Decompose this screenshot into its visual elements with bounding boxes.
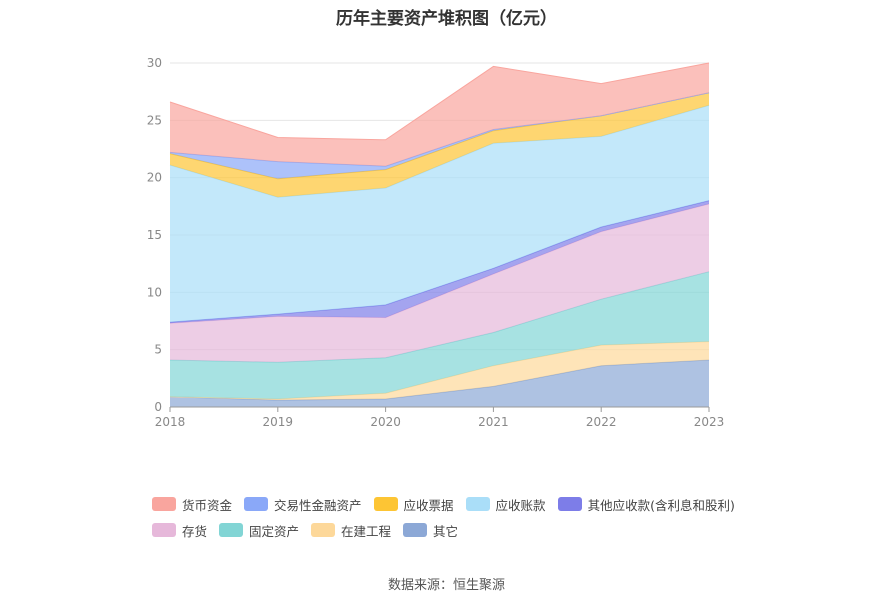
area-series-2[interactable] [170, 271, 709, 399]
x-tick-label: 2018 [155, 415, 186, 429]
legend-label: 在建工程 [341, 523, 392, 539]
x-tick-label: 2022 [586, 415, 617, 429]
x-tick-label: 2023 [694, 415, 725, 429]
legend-swatch [152, 523, 176, 537]
x-tick-label: 2021 [478, 415, 509, 429]
legend-swatch [557, 497, 582, 511]
y-tick-label: 0 [154, 400, 162, 414]
legend-swatch [244, 497, 269, 511]
y-tick-label: 10 [147, 285, 162, 299]
legend-swatch [152, 497, 176, 511]
y-tick-label: 20 [147, 171, 162, 185]
stacked-area-chart: 0 5 10 15 20 25 30 2018 2019 2020 2021 2022 2023 [147, 56, 725, 429]
legend-swatch [219, 523, 244, 537]
legend-label: 应收票据 [403, 497, 454, 513]
legend-label: 货币资金 [182, 497, 233, 513]
legend-item[interactable]: 货币资金 [152, 495, 232, 513]
area-series-8[interactable] [170, 63, 709, 167]
legend-item[interactable]: 其他应收款(含利息和股利) [557, 495, 735, 513]
legend-item[interactable]: 应收票据 [373, 495, 454, 513]
legend-item[interactable]: 应收账款 [465, 495, 546, 513]
series-areas [169, 62, 710, 407]
legend-label: 交易性金融资产 [274, 497, 362, 513]
legend-swatch [465, 497, 490, 511]
x-tick-label: 2019 [263, 415, 294, 429]
area-edge-8 [169, 62, 710, 141]
legend-label: 应收账款 [495, 497, 546, 513]
y-tick-label: 25 [147, 113, 162, 127]
chart-title: 历年主要资产堆积图（亿元） [336, 9, 557, 29]
y-tick-label: 15 [147, 228, 162, 242]
y-tick-label: 30 [147, 56, 162, 70]
legend-label: 其他应收款(含利息和股利) [587, 497, 735, 513]
legend: 货币资金 交易性金融资产 应收票据 应收账款 其他应收款(含利息和股利) 存货 固定资产 在建… [152, 495, 802, 539]
area-series-0[interactable] [170, 360, 709, 407]
legend-label: 其它 [433, 523, 459, 539]
legend-item[interactable]: 在建工程 [311, 521, 391, 539]
legend-swatch [403, 523, 428, 537]
area-series-5[interactable] [170, 105, 709, 323]
legend-item[interactable]: 固定资产 [219, 521, 299, 539]
legend-item[interactable]: 交易性金融资产 [244, 495, 362, 513]
legend-label: 存货 [182, 523, 208, 539]
legend-item[interactable]: 存货 [152, 521, 207, 539]
data-source: 数据来源：恒生聚源 [387, 578, 505, 593]
axes: 0 5 10 15 20 25 30 2018 2019 2020 2021 2022 2023 [147, 56, 725, 429]
y-tick-label: 5 [154, 343, 162, 357]
area-series-1[interactable] [170, 341, 709, 401]
area-series-3[interactable] [170, 204, 709, 363]
legend-label: 固定资产 [249, 523, 300, 539]
x-tick-label: 2020 [370, 415, 401, 429]
legend-item[interactable]: 其它 [403, 521, 458, 539]
legend-swatch [373, 497, 398, 511]
legend-swatch [311, 523, 336, 537]
